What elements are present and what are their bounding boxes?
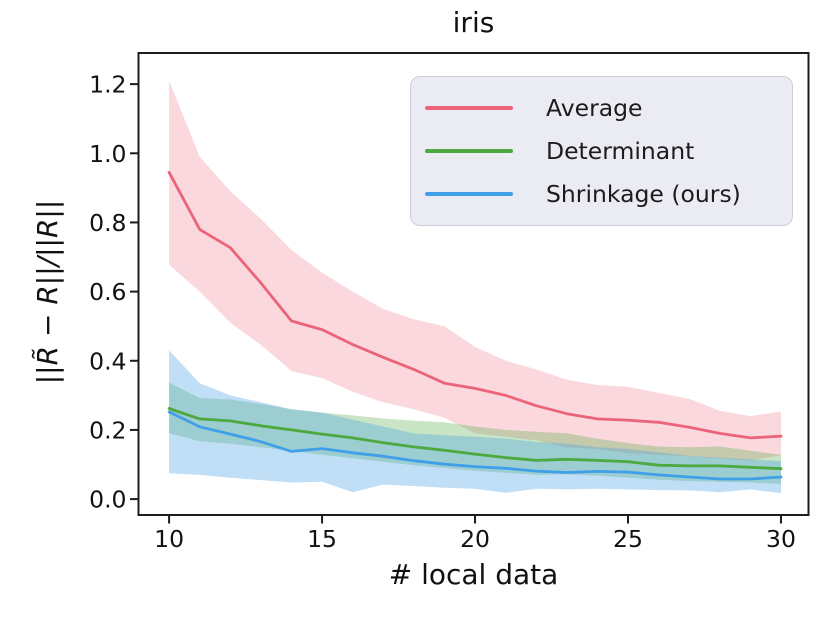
x-tick-label: 30 [766, 525, 796, 553]
line-shrinkage-ours [167, 410, 783, 481]
y-axis-label: ||R̃ − R||/||R|| [31, 199, 64, 385]
legend-line-swatch [425, 149, 513, 153]
band-average [169, 80, 782, 461]
legend-line-swatch [425, 106, 513, 110]
line-average [167, 170, 783, 440]
legend: Average Determinant Shrinkage (ours) [410, 76, 793, 226]
legend-item-average: Average [425, 94, 792, 122]
x-tick-label: 25 [613, 525, 643, 553]
y-tick-label: 1.0 [89, 140, 126, 168]
legend-label: Determinant [546, 137, 695, 165]
legend-item-determinant: Determinant [425, 137, 792, 165]
chart-title: iris [452, 6, 495, 39]
y-tick-label: 1.2 [89, 71, 126, 99]
x-tick-label: 15 [307, 525, 337, 553]
band-determinant [169, 382, 782, 484]
line-determinant [167, 407, 783, 471]
x-tick-label: 20 [460, 525, 490, 553]
y-tick-label: 0.4 [89, 347, 126, 375]
legend-label: Average [546, 94, 643, 122]
legend-label: Shrinkage (ours) [546, 180, 741, 208]
x-tick-label: 10 [154, 525, 184, 553]
y-tick-label: 0.6 [89, 278, 126, 306]
x-axis-label: # local data [388, 558, 559, 591]
legend-item-shrinkage-ours: Shrinkage (ours) [425, 180, 792, 208]
y-tick-label: 0.2 [89, 416, 126, 444]
band-shrinkage-ours [169, 350, 782, 494]
y-tick-label: 0.0 [89, 486, 126, 514]
plot-spines [137, 52, 810, 516]
legend-line-swatch [425, 192, 513, 196]
y-tick-label: 0.8 [89, 209, 126, 237]
